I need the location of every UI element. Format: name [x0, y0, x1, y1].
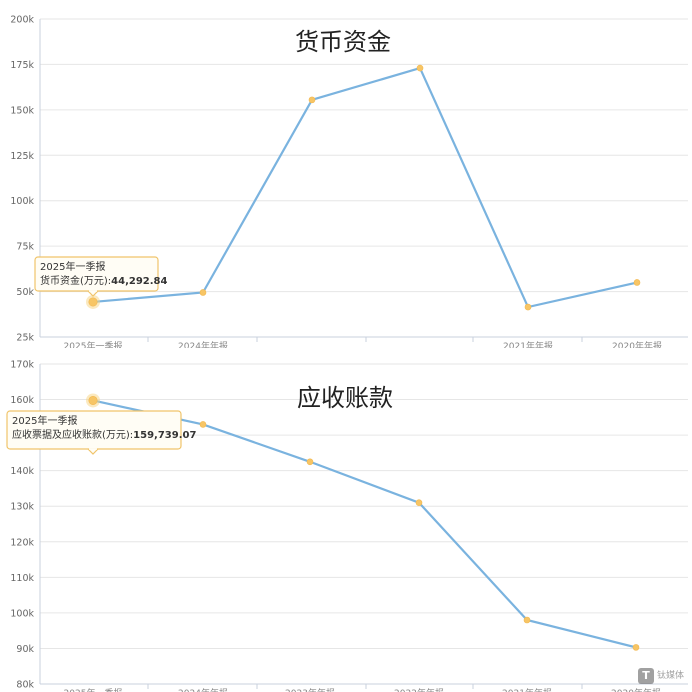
- ar-x-tick-label: 2020年年报: [611, 687, 661, 692]
- ar-y-tick-label: 160k: [10, 395, 34, 406]
- cash-tooltip-line: 货币资金(万元):44,292.84: [40, 274, 168, 287]
- cash-data-point[interactable]: [308, 96, 316, 104]
- cash-data-point[interactable]: [416, 64, 424, 72]
- watermark-logo-icon: T: [637, 668, 654, 684]
- cash-x-tick-label: 2025年一季报: [64, 340, 123, 348]
- ar-y-tick-label: 130k: [10, 502, 34, 513]
- ar-data-point[interactable]: [415, 499, 423, 506]
- ar-y-tick-label: 90k: [16, 644, 34, 655]
- cash-data-point[interactable]: [524, 303, 532, 311]
- ar-tooltip-line: 应收票据及应收账款(万元):159,739.07: [12, 428, 196, 441]
- cash-tooltip-arrow: [87, 290, 99, 297]
- cash-y-tick-label: 50k: [16, 287, 34, 298]
- ar-x-tick-label: 2025年一季报: [64, 687, 123, 692]
- ar-data-point[interactable]: [199, 421, 207, 428]
- ar-x-tick-label: 2022年年报: [394, 687, 444, 692]
- ar-y-tick-label: 120k: [10, 537, 34, 548]
- ar-x-tick-label: 2023年年报: [285, 687, 335, 692]
- cash-data-point[interactable]: [199, 289, 207, 296]
- cash-y-tick-label: 200k: [10, 15, 34, 26]
- chart-panel-receivables: 80k90k100k110k120k130k140k150k160k170k20…: [0, 348, 692, 692]
- watermark: T 钛媒体: [637, 668, 684, 684]
- cash-x-tick-label: 2024年年报: [178, 340, 228, 348]
- cash-x-tick-label: 2020年年报: [612, 340, 662, 348]
- ar-tooltip-label: 应收票据及应收账款(万元):: [12, 428, 133, 441]
- ar-y-tick-label: 170k: [10, 360, 34, 371]
- ar-y-tick-label: 140k: [10, 466, 34, 477]
- receivables-chart-svg: 80k90k100k110k120k130k140k150k160k170k20…: [6, 360, 688, 692]
- cash-chart-title: 货币资金: [295, 28, 391, 56]
- ar-x-tick-label: 2024年年报: [178, 687, 228, 692]
- ar-data-point-highlighted[interactable]: [88, 395, 98, 405]
- ar-data-point[interactable]: [632, 644, 640, 651]
- ar-tooltip-arrow: [87, 448, 99, 455]
- cash-y-tick-label: 150k: [10, 105, 34, 116]
- ar-y-tick-label: 80k: [16, 680, 34, 691]
- ar-tooltip-period: 2025年一季报: [12, 414, 77, 427]
- ar-data-point[interactable]: [306, 458, 314, 466]
- ar-series-line: [92, 399, 637, 649]
- ar-y-tick-label: 110k: [10, 573, 34, 584]
- ar-tooltip-value: 159,739.07: [133, 430, 196, 441]
- cash-series-line: [92, 66, 638, 309]
- cash-tooltip-period: 2025年一季报: [40, 260, 105, 273]
- ar-x-tick-label: 2021年年报: [502, 687, 552, 692]
- cash-y-tick-label: 25k: [16, 333, 34, 344]
- cash-data-point-highlighted[interactable]: [88, 297, 98, 307]
- cash-y-tick-label: 125k: [10, 151, 34, 162]
- ar-data-point[interactable]: [523, 616, 531, 624]
- watermark-text: 钛媒体: [656, 670, 684, 681]
- cash-data-point[interactable]: [633, 279, 641, 286]
- ar-chart-title: 应收账款: [297, 384, 393, 412]
- cash-y-tick-label: 100k: [10, 196, 34, 207]
- cash-x-tick-label: 2021年年报: [503, 340, 553, 348]
- cash-tooltip-label: 货币资金(万元):: [40, 274, 111, 287]
- cash-y-tick-label: 175k: [10, 60, 34, 71]
- cash-tooltip-value: 44,292.84: [111, 276, 167, 287]
- cash-y-tick-label: 75k: [16, 242, 34, 253]
- chart-panel-cash: 25k 50k 75k 100k 125k 150k 175k 200k 2025年一季报 202…: [0, 14, 692, 349]
- ar-y-tick-label: 100k: [10, 608, 34, 619]
